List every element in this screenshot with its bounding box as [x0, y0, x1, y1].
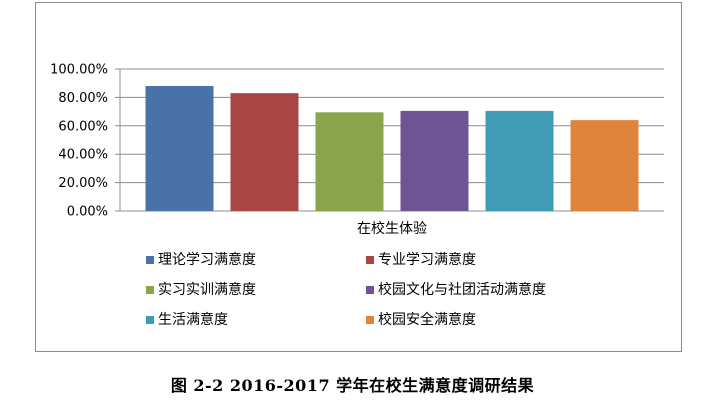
bar [145, 86, 214, 211]
y-tick-label: 40.00% [58, 148, 108, 163]
legend-label: 校园安全满意度 [378, 311, 476, 328]
legend-swatch [146, 286, 154, 294]
y-tick-label: 20.00% [58, 176, 108, 191]
legend-swatch [366, 286, 374, 294]
y-tick-label: 0.00% [67, 205, 108, 220]
y-tick-label: 80.00% [58, 91, 108, 106]
legend-label: 校园文化与社团活动满意度 [378, 281, 546, 298]
bar [230, 93, 299, 211]
legend-swatch [146, 316, 154, 324]
bar [315, 112, 384, 211]
legend-label: 理论学习满意度 [158, 251, 256, 268]
figure-caption: 图 2-2 2016-2017 学年在校生满意度调研结果 [170, 376, 535, 395]
bar-chart: 0.00% 20.00% 40.00% 60.00% 80.00% 100.00% 在校生体… [50, 63, 664, 328]
legend-label: 实习实训满意度 [158, 281, 256, 298]
y-tick-label: 100.00% [50, 63, 108, 78]
y-tick-label: 60.00% [58, 119, 108, 134]
bar [485, 110, 554, 211]
legend-swatch [366, 256, 374, 264]
x-category-label: 在校生体验 [357, 220, 427, 237]
legend-label: 生活满意度 [158, 311, 228, 328]
chart-frame: 0.00% 20.00% 40.00% 60.00% 80.00% 100.00% 在校生体… [35, 2, 682, 352]
legend-swatch [366, 316, 374, 324]
legend-label: 专业学习满意度 [378, 251, 476, 268]
bar [570, 120, 639, 211]
legend-swatch [146, 256, 154, 264]
bar [400, 110, 469, 211]
